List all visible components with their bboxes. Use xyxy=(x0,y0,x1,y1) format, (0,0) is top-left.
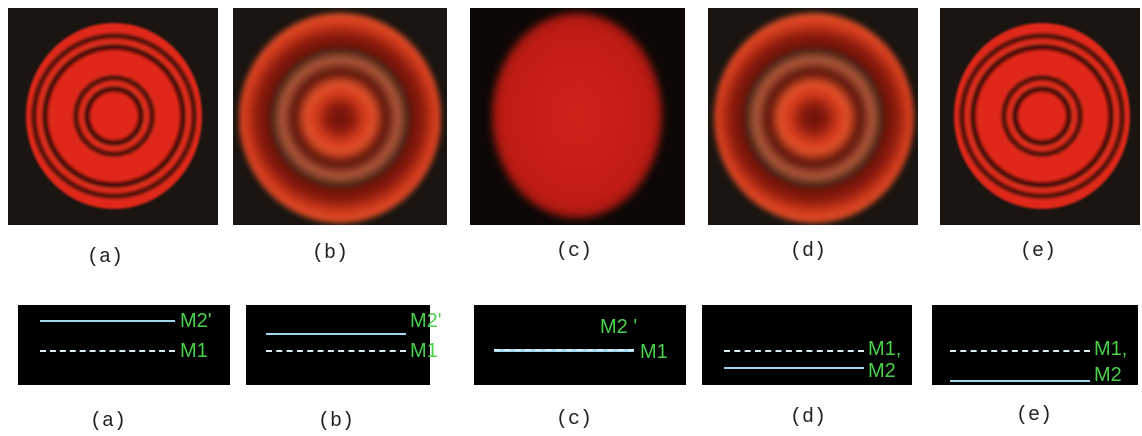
mirror-label: M1, xyxy=(868,339,901,359)
mirror-label: M2' xyxy=(180,311,212,331)
mirror-label: M2 ' xyxy=(600,317,637,337)
mirror-line xyxy=(40,320,175,322)
caption: (e) xyxy=(1008,240,1068,263)
fringe-image xyxy=(940,8,1140,225)
mirror-label: M1, xyxy=(1094,339,1127,359)
mirror-line xyxy=(950,380,1090,382)
mirror-panel: M1, M2 xyxy=(702,305,912,385)
caption: (c) xyxy=(544,240,604,263)
mirror-label: M1 xyxy=(410,341,438,361)
fringe-rings xyxy=(26,23,202,209)
mirror-label: M1 xyxy=(640,342,668,362)
mirror-panel: M2' M1 xyxy=(246,305,430,385)
mirror-line xyxy=(266,350,406,352)
fringe-image xyxy=(8,8,218,225)
mirror-line xyxy=(494,349,634,351)
mirror-line xyxy=(724,367,864,369)
caption: (e) xyxy=(1004,404,1064,427)
caption: (b) xyxy=(306,410,366,433)
caption: (d) xyxy=(778,406,838,429)
mirror-label: M2 xyxy=(1094,365,1122,385)
fringe-image xyxy=(233,8,447,225)
fringe-rings xyxy=(714,13,914,223)
fringe-image xyxy=(470,8,685,225)
mirror-label: M2' xyxy=(410,311,442,331)
fringe-rings xyxy=(954,23,1130,209)
caption: (a) xyxy=(78,410,138,433)
caption: (b) xyxy=(300,242,360,265)
mirror-label: M1 xyxy=(180,341,208,361)
caption: (d) xyxy=(778,240,838,263)
mirror-panel: M1, M2 xyxy=(932,305,1138,385)
figure: (a) (b) (c) (d) (e) M2' M1 M2' M1 M2 ' M… xyxy=(0,0,1142,436)
caption: (c) xyxy=(544,408,604,431)
mirror-line xyxy=(724,350,864,352)
fringe-image xyxy=(708,8,918,225)
fringe-blob xyxy=(492,13,662,218)
mirror-label: M2 xyxy=(868,361,896,381)
caption: (a) xyxy=(75,246,135,269)
mirror-panel: M2 ' M1 xyxy=(474,305,686,385)
mirror-line xyxy=(40,350,175,352)
fringe-rings xyxy=(239,13,441,223)
mirror-panel: M2' M1 xyxy=(18,305,230,385)
mirror-line xyxy=(266,333,406,335)
mirror-line xyxy=(950,350,1090,352)
